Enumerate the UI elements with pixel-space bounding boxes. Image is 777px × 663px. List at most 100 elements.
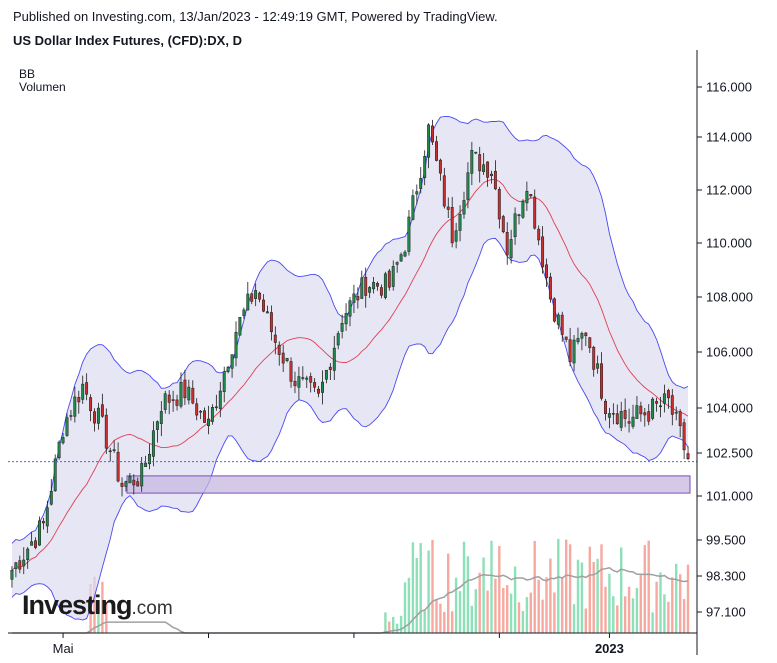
candle xyxy=(30,532,34,546)
candle xyxy=(195,398,199,421)
volume-layer xyxy=(12,538,690,634)
volume-bar xyxy=(549,558,552,633)
volume-bar xyxy=(608,573,611,633)
volume-bar xyxy=(509,593,513,633)
candle xyxy=(670,389,674,426)
volume-bar xyxy=(466,556,470,633)
volume-bar xyxy=(580,562,584,633)
volume-bar xyxy=(584,608,587,633)
volume-bar xyxy=(427,550,430,633)
candle xyxy=(203,407,206,423)
candle xyxy=(525,181,529,211)
candle xyxy=(364,267,368,308)
candle xyxy=(576,327,580,345)
volume-bar xyxy=(388,621,391,633)
candle xyxy=(352,284,356,313)
candle xyxy=(242,307,246,320)
candle xyxy=(73,386,77,423)
candle xyxy=(250,293,254,305)
volume-bar xyxy=(592,562,595,633)
volume-bar xyxy=(647,540,650,633)
candle xyxy=(120,477,124,497)
candle xyxy=(207,405,210,435)
candle xyxy=(431,119,434,145)
volume-bar xyxy=(521,611,525,633)
volume-bar xyxy=(451,611,454,633)
candle xyxy=(462,191,466,219)
candle xyxy=(61,433,65,445)
candle xyxy=(148,443,151,470)
candle xyxy=(108,447,112,462)
volume-bar xyxy=(671,577,674,633)
volume-bar xyxy=(659,572,662,633)
candle xyxy=(423,150,427,186)
candle xyxy=(234,321,238,367)
candle xyxy=(89,394,93,422)
candle xyxy=(65,413,69,437)
bollinger-band xyxy=(11,115,689,621)
candle xyxy=(466,162,470,209)
candle xyxy=(379,284,383,299)
candle xyxy=(124,480,128,492)
candle xyxy=(387,269,391,291)
volume-bar xyxy=(537,579,540,633)
candle xyxy=(399,252,403,262)
logo-brand: Investing xyxy=(22,590,133,620)
candle xyxy=(383,271,387,300)
price-tick-label: 112.000 xyxy=(706,183,752,198)
volume-bar xyxy=(553,592,556,633)
volume-bar xyxy=(392,616,395,633)
volume-bar xyxy=(643,545,646,633)
candle xyxy=(112,440,116,453)
candle xyxy=(191,380,195,405)
volume-bar xyxy=(462,541,466,633)
candle xyxy=(560,311,564,342)
time-tick-label: Mai xyxy=(53,641,74,656)
candle xyxy=(69,410,73,421)
band-lower xyxy=(11,237,689,621)
candle xyxy=(482,153,486,175)
candle xyxy=(49,479,53,506)
candle xyxy=(151,421,155,467)
candle xyxy=(545,258,548,287)
logo-suffix: .com xyxy=(131,598,173,619)
candle xyxy=(631,404,635,429)
band-fill xyxy=(12,116,688,621)
candle xyxy=(435,135,438,162)
candle xyxy=(368,286,372,299)
volume-bar xyxy=(639,574,642,633)
candle xyxy=(254,283,258,307)
candle xyxy=(285,357,289,363)
volume-bar xyxy=(663,594,666,633)
candle xyxy=(454,222,458,249)
price-tick-label: 97.100 xyxy=(706,605,746,620)
volume-bar xyxy=(651,612,654,633)
candle xyxy=(214,394,218,411)
candle xyxy=(273,326,277,355)
price-tick-label: 101.000 xyxy=(706,489,753,504)
volume-bar xyxy=(655,581,658,633)
candle xyxy=(93,408,96,432)
volume-bar xyxy=(443,611,446,633)
candle xyxy=(57,440,61,460)
candle xyxy=(262,294,265,313)
candle xyxy=(265,305,269,314)
volume-bar xyxy=(517,602,521,633)
candle xyxy=(289,357,293,388)
volume-bar xyxy=(502,588,505,633)
candle xyxy=(623,398,627,428)
candle xyxy=(187,379,191,405)
candle xyxy=(85,373,89,401)
candle xyxy=(611,403,615,425)
volume-bar xyxy=(533,541,536,633)
volume-bar xyxy=(513,566,517,633)
candle xyxy=(340,314,344,339)
candle xyxy=(163,390,167,414)
candle xyxy=(643,408,647,427)
candle xyxy=(678,409,682,438)
candle xyxy=(446,197,450,218)
price-tick-label: 114.000 xyxy=(706,130,752,145)
candle xyxy=(490,170,493,184)
volume-bar xyxy=(415,558,418,633)
